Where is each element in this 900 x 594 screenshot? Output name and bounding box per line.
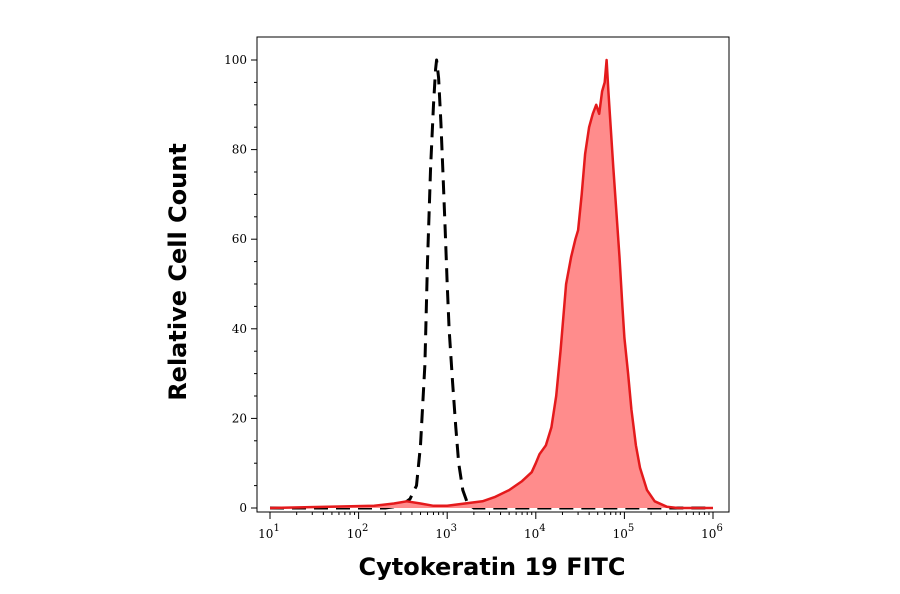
y-tick-label: 80 <box>232 143 247 157</box>
x-tick-label: 106 <box>701 523 723 541</box>
y-tick-label: 40 <box>232 322 247 336</box>
y-tick-label: 20 <box>232 411 247 425</box>
series-0-line <box>270 58 713 510</box>
x-tick-label: 105 <box>613 523 635 541</box>
x-tick-label: 103 <box>435 523 457 541</box>
x-tick-label: 104 <box>524 523 546 541</box>
y-axis-title: Relative Cell Count <box>164 143 192 401</box>
series-1-line <box>269 58 713 510</box>
axes-layer: 0 20 40 60 80 100 101 102 103 104 105 106 <box>224 36 730 541</box>
y-tick-label: 100 <box>224 53 247 67</box>
series-1-fill <box>270 60 713 508</box>
y-tick-label: 60 <box>232 232 247 246</box>
x-tick-label: 101 <box>258 523 280 541</box>
series-layer <box>269 58 713 510</box>
x-tick-label: 102 <box>347 523 369 541</box>
y-tick-label: 0 <box>239 501 247 515</box>
plot-frame <box>256 36 730 513</box>
x-axis-title: Cytokeratin 19 FITC <box>358 553 625 581</box>
